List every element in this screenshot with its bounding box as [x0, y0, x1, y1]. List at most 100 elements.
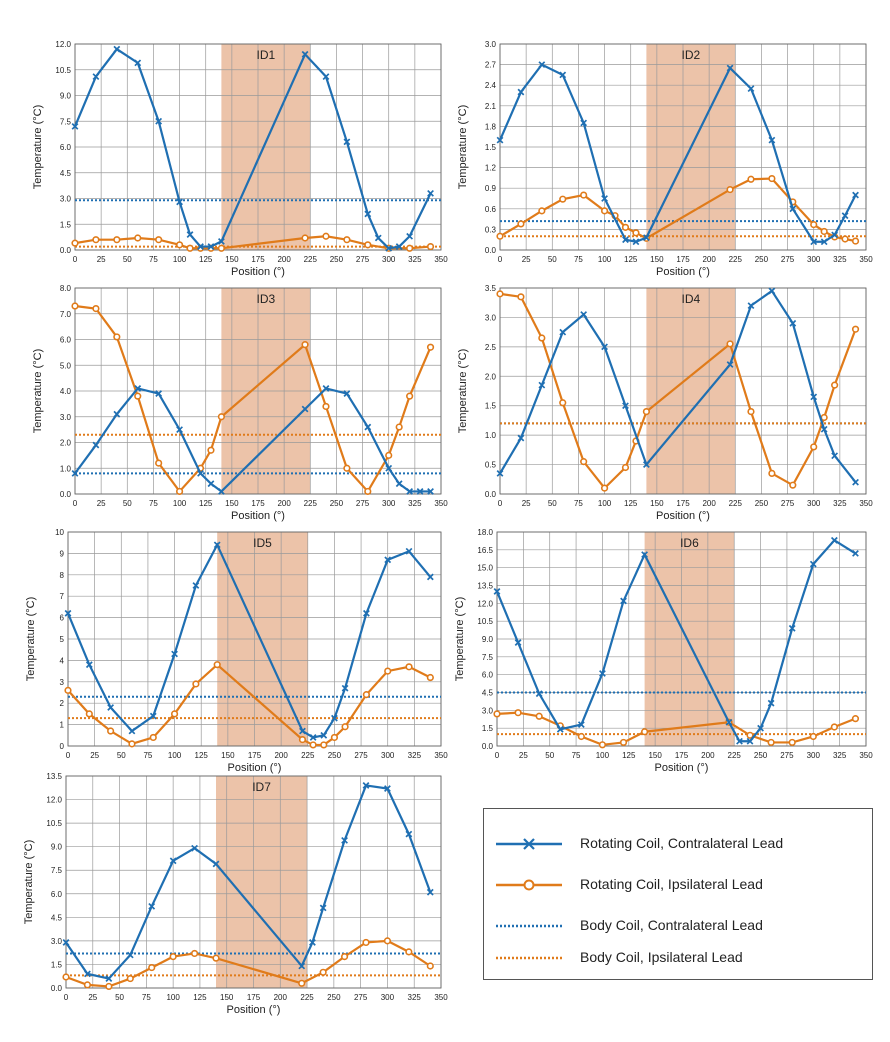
y-tick-label: 10.5 — [55, 66, 71, 75]
data-point-x — [71, 122, 79, 130]
data-point-x — [309, 734, 317, 741]
x-tick-label: 300 — [381, 993, 395, 1002]
data-point-circle — [851, 237, 860, 245]
x-tick-label: 100 — [596, 751, 610, 760]
marker-stroke — [768, 287, 776, 295]
data-point-x — [406, 232, 414, 240]
marker-stroke — [517, 88, 525, 96]
x-tick-label: 250 — [330, 499, 344, 508]
x-tick-label: 225 — [304, 499, 318, 508]
y-tick-label: 7.0 — [60, 310, 72, 319]
x-tick-label: 100 — [166, 993, 180, 1002]
y-tick-label: 1.8 — [485, 122, 497, 131]
chart-title: ID2 — [681, 48, 700, 62]
data-point-x — [622, 236, 629, 244]
x-tick-label: 125 — [622, 751, 636, 760]
data-point-circle — [580, 191, 588, 199]
marker-stroke — [301, 50, 309, 58]
data-point-circle — [134, 234, 142, 242]
chart-title: ID6 — [680, 536, 699, 550]
y-tick-label: 2.4 — [485, 81, 497, 90]
marker-stroke — [559, 328, 567, 336]
data-point-x — [364, 423, 372, 431]
data-point-circle — [517, 293, 525, 301]
y-tick-label: 3.5 — [485, 284, 497, 293]
x-tick-label: 300 — [807, 255, 821, 264]
data-point-circle — [169, 952, 177, 961]
marker-stroke — [374, 234, 382, 242]
x-tick-label: 0 — [64, 993, 69, 1002]
marker-stroke — [341, 684, 349, 692]
data-point-circle — [619, 738, 628, 747]
data-point-x — [309, 939, 316, 946]
data-point-x — [601, 195, 608, 202]
marker-stroke — [171, 650, 178, 658]
x-tick-label: 0 — [73, 255, 78, 264]
y-tick-label: 12.0 — [55, 40, 71, 49]
data-point-circle — [85, 710, 93, 718]
marker-stroke — [641, 551, 649, 558]
marker-stroke — [601, 343, 608, 351]
data-point-x — [362, 609, 370, 617]
x-tick-label: 75 — [149, 499, 158, 508]
marker-stroke — [622, 236, 629, 244]
x-axis-label: Position (°) — [655, 762, 709, 774]
marker-stroke — [126, 951, 134, 959]
marker-stroke — [384, 556, 392, 564]
data-point-x — [426, 888, 434, 896]
data-point-x — [406, 488, 414, 495]
marker-stroke — [197, 469, 204, 477]
data-point-x — [395, 480, 403, 488]
y-tick-label: 0.0 — [485, 490, 497, 499]
x-tick-label: 150 — [225, 255, 239, 264]
y-tick-label: 9.0 — [482, 635, 494, 644]
y-tick-label: 2.0 — [60, 439, 72, 448]
x-tick-label: 0 — [498, 499, 503, 508]
data-point-x — [192, 582, 200, 589]
data-point-circle — [496, 232, 504, 240]
marker-stroke — [322, 385, 330, 392]
marker-stroke — [788, 624, 796, 632]
data-point-circle — [810, 220, 818, 229]
x-tick-label: 250 — [755, 255, 769, 264]
y-tick-label: 13.5 — [477, 582, 493, 591]
data-point-x — [71, 469, 79, 477]
data-point-circle — [621, 463, 630, 472]
data-point-x — [197, 243, 204, 250]
data-point-circle — [788, 738, 796, 747]
x-tick-label: 275 — [780, 751, 794, 760]
marker-stroke — [747, 302, 755, 310]
legend-symbol-solid-x — [496, 838, 562, 850]
marker-stroke — [113, 45, 121, 53]
chart-id2: 0 25 50 75 100 125 150 175 200 225 250 275 300 325 350… — [457, 40, 873, 278]
data-point-x — [113, 45, 121, 53]
data-point-circle — [175, 487, 184, 496]
x-axis-label: Position (°) — [231, 266, 285, 278]
marker-stroke — [299, 727, 306, 735]
x-tick-label: 125 — [199, 499, 213, 508]
data-point-circle — [385, 451, 393, 459]
data-point-x — [384, 785, 391, 792]
data-point-x — [298, 962, 306, 970]
legend-item-rotating-contralateral: Rotating Coil, Contralateral Lead — [484, 829, 872, 859]
x-tick-label: 275 — [781, 255, 795, 264]
x-axis-label: Position (°) — [231, 510, 285, 522]
marker-stroke — [538, 61, 546, 69]
data-point-x — [538, 61, 546, 69]
marker-stroke — [538, 381, 546, 389]
x-tick-label: 200 — [274, 751, 288, 760]
data-point-circle — [598, 741, 607, 749]
data-point-x — [831, 231, 839, 239]
marker-stroke — [746, 737, 754, 745]
data-point-x — [362, 782, 370, 789]
data-point-x — [599, 670, 606, 677]
data-point-circle — [747, 408, 755, 416]
x-tick-label: 50 — [123, 255, 132, 264]
legend-symbol-dotted-orange — [496, 956, 562, 960]
x-tick-label: 275 — [356, 255, 370, 264]
legend-item-body-contralateral: Body Coil, Contralateral Lead — [484, 911, 872, 941]
data-point-circle — [406, 244, 414, 252]
x-tick-label: 25 — [97, 255, 106, 264]
data-point-circle — [789, 481, 797, 489]
marker-stroke — [191, 844, 198, 852]
